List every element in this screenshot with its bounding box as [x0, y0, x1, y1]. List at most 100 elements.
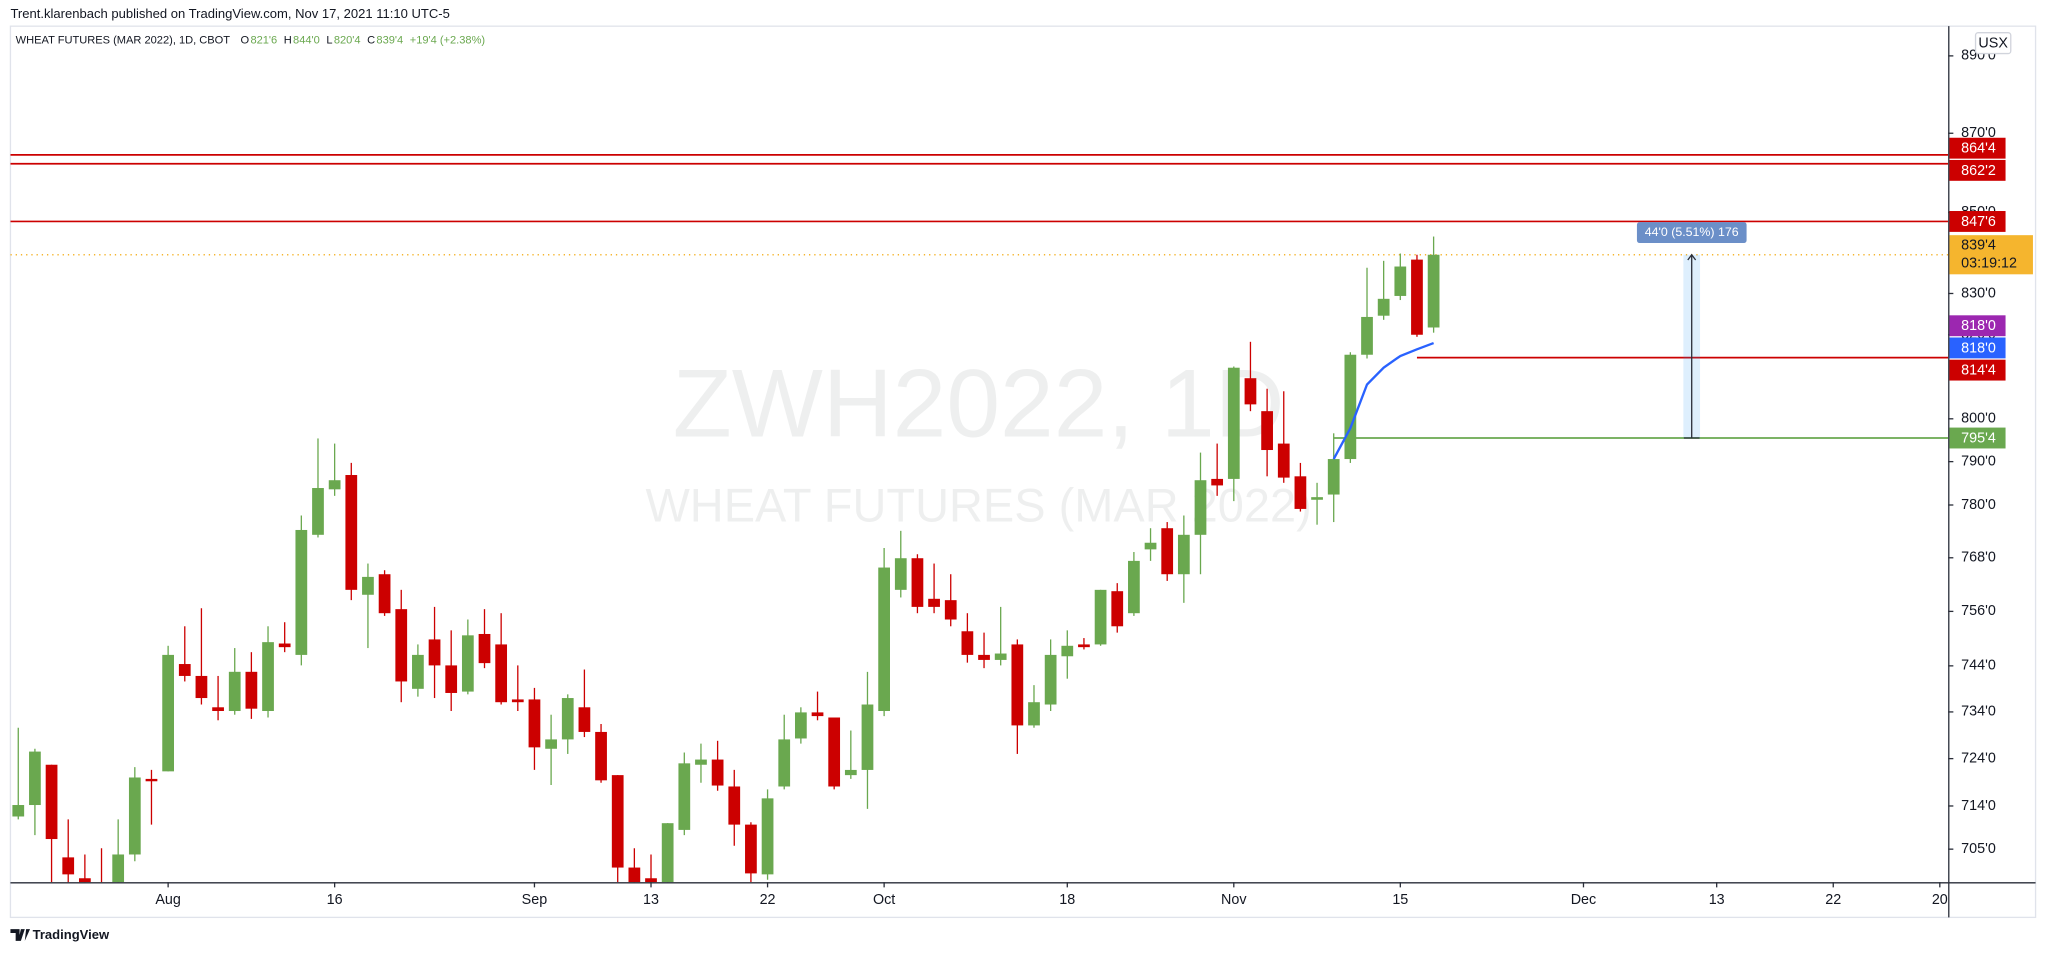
candle-body: [811, 712, 824, 717]
symbol-title: WHEAT FUTURES (MAR 2022), 1D, CBOT: [16, 34, 231, 46]
candle-body: [1294, 476, 1307, 509]
x-tick-label: Nov: [1221, 892, 1247, 908]
candle-body: [695, 759, 707, 765]
current-price-box: [1949, 235, 2033, 275]
price-label-box: [1949, 427, 2006, 449]
candle-body: [1161, 528, 1174, 575]
candle-body: [894, 558, 907, 590]
candle-body: [29, 751, 41, 806]
candle-body: [628, 867, 641, 883]
candle-body: [1311, 497, 1323, 500]
candle-body: [778, 739, 791, 787]
y-tick-label: 870'0: [1961, 125, 1996, 141]
candle-body: [794, 712, 807, 739]
candle-body: [728, 786, 741, 825]
candle-body: [1094, 589, 1107, 645]
candle-body: [844, 769, 857, 776]
y-tick-label: 714'0: [1961, 798, 1996, 814]
price-label: 814'4: [1961, 363, 1996, 379]
candle-body: [212, 707, 224, 712]
price-label-box: [1949, 137, 2006, 159]
candle-body: [595, 731, 607, 781]
candle-body: [1061, 645, 1074, 657]
candle-body: [12, 805, 25, 817]
candle-body: [1111, 591, 1124, 627]
legend-key: O: [241, 34, 250, 46]
price-label: 864'4: [1961, 141, 1996, 157]
countdown-label: 03:19:12: [1961, 256, 2017, 272]
y-tick-label: 756'0: [1961, 603, 1996, 619]
candle-body: [1427, 254, 1440, 328]
candle-body: [78, 878, 91, 883]
candle-body: [611, 775, 624, 868]
candle-body: [545, 739, 557, 749]
x-tick-label: Sep: [522, 892, 548, 908]
x-tick-label: 15: [1392, 892, 1408, 908]
candle-body: [828, 717, 841, 787]
y-tick-label: 768'0: [1961, 550, 1996, 566]
currency-label[interactable]: USX: [1978, 36, 2008, 52]
candle-body: [1411, 259, 1423, 335]
candle-body: [978, 654, 990, 660]
candle-body: [1227, 367, 1240, 479]
current-price-label: 839'4: [1961, 237, 1996, 253]
x-tick-label: 13: [643, 892, 659, 908]
candle-body: [145, 778, 158, 782]
candle-body: [944, 600, 957, 620]
candle-body: [178, 664, 191, 676]
candle-body: [661, 823, 674, 883]
candle-body: [561, 698, 574, 740]
x-tick-label: 20: [1932, 892, 1948, 908]
x-tick-label: 16: [327, 892, 343, 908]
candle-body: [578, 707, 591, 732]
legend-key: H: [284, 34, 292, 46]
footer-brand: TradingView: [33, 927, 110, 942]
y-tick-label: 790'0: [1961, 453, 1996, 469]
y-tick-label: 734'0: [1961, 704, 1996, 720]
candle-body: [1078, 644, 1090, 648]
candle-body: [328, 480, 341, 490]
candle-body: [1144, 542, 1157, 550]
candle-body: [62, 857, 75, 875]
measure-label: 44'0 (5.51%) 176: [1645, 225, 1739, 239]
x-tick-label: 22: [760, 892, 776, 908]
x-tick-label: Oct: [873, 892, 895, 908]
candle-body: [1277, 443, 1290, 478]
legend-value: 820'4: [334, 34, 361, 46]
candle-body: [511, 699, 524, 703]
legend-key: L: [326, 34, 332, 46]
candle-body: [395, 609, 408, 682]
overlay: 44'0 (5.51%) 176: [1636, 222, 1747, 439]
watermark-subtitle: WHEAT FUTURES (MAR 2022): [645, 478, 1311, 531]
candle-body: [195, 675, 208, 699]
price-label: 818'0: [1961, 318, 1996, 334]
candle-body: [911, 558, 924, 607]
candle-body: [128, 777, 141, 855]
candle-body: [1128, 560, 1140, 614]
price-label: 818'0: [1961, 340, 1996, 356]
x-tick-label: 22: [1825, 892, 1841, 908]
candle-body: [412, 654, 424, 689]
price-label-box: [1949, 315, 2006, 337]
price-label-box: [1949, 359, 2006, 381]
legend-value: 844'0: [293, 34, 320, 46]
candle-body: [711, 759, 724, 786]
watermark: ZWH2022, 1D: [673, 351, 1285, 458]
candle-body: [1344, 354, 1357, 460]
candle-body: [245, 671, 258, 709]
candle-body: [861, 704, 874, 770]
candle-body: [362, 576, 374, 595]
candle-body: [1028, 702, 1040, 726]
candle-body: [295, 529, 308, 655]
candle-body: [1244, 378, 1257, 405]
plot-area: ZWH2022, 1D WHEAT FUTURES (MAR 2022): [10, 153, 1949, 883]
currency-box[interactable]: [1974, 32, 2012, 55]
price-label-box: [1949, 159, 2006, 181]
candle-body: [1194, 480, 1207, 535]
candle-body: [45, 764, 58, 840]
price-label: 862'2: [1961, 163, 1996, 179]
candle-body: [1044, 654, 1057, 705]
candle-body: [278, 643, 291, 648]
